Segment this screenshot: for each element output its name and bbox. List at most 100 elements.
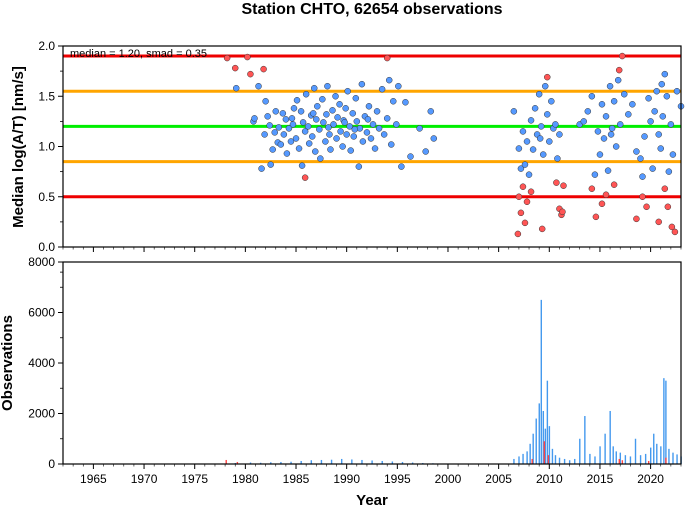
observation-bar	[249, 462, 252, 464]
y-tick-label: 2000	[28, 407, 55, 421]
scatter-point	[598, 101, 606, 108]
scatter-point	[521, 161, 529, 168]
scatter-point	[326, 131, 333, 138]
observation-bar	[351, 459, 353, 464]
observation-bar	[615, 451, 617, 464]
bottom-x-ticks: 1965 1970 1975 1980 1985 1990 1995 2000 2005 2010…	[62, 464, 682, 486]
observation-bar	[310, 460, 313, 464]
scatter-point	[651, 108, 658, 115]
scatter-point	[629, 101, 636, 108]
x-tick-label: 1970	[131, 472, 158, 486]
scatter-point	[661, 70, 669, 78]
observation-bar	[526, 451, 528, 464]
scatter-point	[332, 93, 339, 100]
scatter-point	[285, 125, 293, 132]
scatter-point	[385, 76, 393, 84]
observation-bar	[668, 448, 670, 464]
top-plot-area	[63, 46, 681, 247]
scatter-point	[333, 135, 340, 142]
scatter-point	[347, 147, 354, 154]
scatter-point	[535, 90, 543, 98]
scatter-point	[588, 93, 596, 100]
y-tick-label: 2.0	[38, 39, 55, 53]
scatter-point	[299, 119, 307, 126]
scatter-point	[359, 138, 367, 145]
scatter-point	[317, 155, 324, 162]
observation-bar	[650, 447, 652, 464]
observation-bar	[663, 378, 665, 464]
x-tick-label: 2015	[587, 472, 614, 486]
scatter-point	[319, 96, 326, 103]
scatter-point	[612, 143, 620, 150]
chart-title: Station CHTO, 62654 observations	[241, 1, 502, 18]
y-tick-label: 4000	[28, 356, 55, 370]
observation-bar	[381, 460, 383, 464]
scatter-point	[260, 65, 267, 73]
observation-bar	[579, 438, 581, 464]
scatter-point	[661, 185, 669, 192]
scatter-point	[290, 105, 298, 112]
scatter-point	[223, 54, 231, 62]
scatter-point	[546, 138, 553, 145]
scatter-point	[312, 148, 319, 155]
observation-bar	[522, 453, 524, 464]
scatter-point	[655, 218, 662, 226]
observation-bar	[225, 459, 227, 464]
scatter-point	[324, 82, 331, 90]
observation-bar	[672, 452, 674, 464]
scatter-point	[341, 119, 348, 126]
scatter-point	[621, 90, 628, 98]
scatter-point	[373, 108, 381, 115]
scatter-point	[594, 128, 602, 135]
top-y-axis-label: Median log(A/T) [nm/s]	[10, 66, 27, 228]
scatter-point	[232, 84, 240, 92]
scatter-point	[298, 162, 306, 169]
scatter-point	[552, 121, 559, 128]
scatter-point	[584, 108, 592, 115]
scatter-point	[591, 171, 599, 178]
scatter-point	[323, 111, 330, 118]
observation-bar	[604, 433, 606, 464]
scatter-point	[517, 209, 525, 217]
y-tick-label: 0.0	[38, 240, 55, 254]
scatter-point	[271, 129, 278, 136]
scatter-point	[387, 141, 395, 148]
observation-bar	[653, 433, 655, 464]
observation-bar	[676, 454, 678, 464]
scatter-point	[390, 98, 397, 105]
scatter-point	[261, 131, 268, 138]
scatter-point	[329, 107, 336, 114]
observation-bar	[634, 438, 637, 464]
observation-bar	[300, 460, 302, 464]
scatter-point	[633, 215, 640, 223]
scatter-point	[607, 131, 615, 138]
bottom-y-axis-label: Observations	[0, 315, 16, 411]
scatter-point	[287, 138, 295, 145]
scatter-point	[339, 143, 346, 150]
observation-bar	[609, 410, 611, 464]
scatter-point	[355, 163, 363, 170]
scatter-point	[282, 116, 290, 123]
scatter-point	[430, 135, 438, 142]
scatter-point	[653, 87, 660, 95]
scatter-point	[407, 153, 414, 160]
scatter-point	[416, 125, 423, 132]
observation-bar	[621, 460, 624, 464]
top-panel: 0.0 0.5 1.0 1.5 2.0 median = 1.20, smad = 0.…	[10, 39, 685, 273]
scatter-point	[358, 80, 366, 88]
scatter-point	[231, 64, 239, 72]
scatter-point	[633, 148, 640, 155]
observation-bar	[341, 458, 343, 464]
scatter-point	[560, 182, 567, 189]
scatter-point	[247, 70, 254, 78]
scatter-point	[311, 84, 318, 92]
scatter-point	[330, 121, 337, 128]
observation-bar	[236, 461, 239, 464]
scatter-point	[671, 228, 679, 236]
scatter-point	[280, 131, 288, 138]
scatter-point	[346, 123, 353, 130]
scatter-point	[322, 138, 329, 145]
observation-bar	[639, 455, 642, 464]
